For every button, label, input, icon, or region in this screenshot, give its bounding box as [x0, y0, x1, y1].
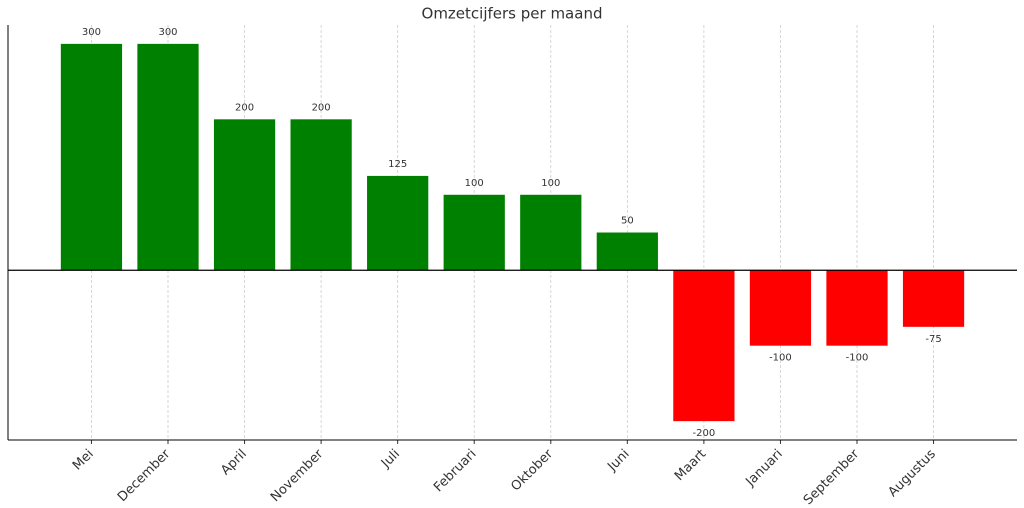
bar: [60, 43, 123, 271]
bar: [137, 43, 199, 271]
value-label: 125: [388, 159, 407, 170]
chart-title: Omzetcijfers per maand: [422, 5, 603, 23]
bar: [520, 194, 582, 271]
bar: [367, 175, 429, 271]
value-label: 200: [312, 102, 331, 113]
bar: [826, 270, 888, 346]
value-label: 100: [465, 178, 484, 189]
bar: [290, 119, 352, 271]
value-label: -75: [925, 334, 941, 345]
x-tick-label: December: [115, 446, 174, 505]
value-label: 300: [82, 27, 101, 38]
bar: [902, 270, 965, 327]
bar: [213, 119, 276, 271]
x-tick-label: Februari: [431, 447, 479, 495]
bar: [749, 270, 812, 346]
value-label: 50: [621, 216, 634, 227]
x-tick-label: September: [801, 446, 863, 508]
value-label: -100: [769, 353, 792, 364]
value-label: 200: [235, 102, 254, 113]
x-tick-label: Mei: [70, 447, 97, 474]
x-tick-label: Oktober: [508, 446, 556, 494]
bar: [596, 232, 658, 271]
x-tick-label: November: [268, 446, 327, 505]
x-tick-label: Augustus: [885, 447, 939, 501]
x-tick-label: April: [218, 447, 250, 479]
x-tick-label: Januari: [742, 447, 785, 490]
value-label: 100: [541, 178, 560, 189]
x-tick-label: Juli: [378, 447, 403, 472]
bar: [673, 270, 735, 422]
value-label: -200: [693, 428, 716, 439]
x-tick-label: Juni: [604, 447, 632, 475]
x-tick-label: Maart: [672, 447, 709, 484]
bar: [443, 194, 505, 271]
value-label: 300: [158, 27, 177, 38]
value-label: -100: [846, 353, 869, 364]
